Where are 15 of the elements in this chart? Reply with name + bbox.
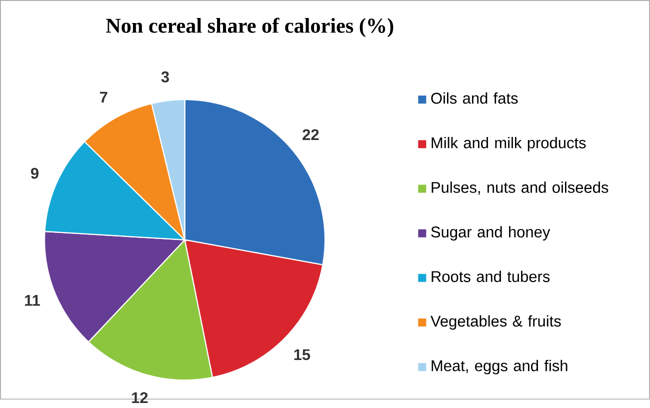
data-label: 9 (30, 168, 38, 179)
legend-label: Milk and milk products (432, 137, 586, 152)
legend-label: Vegetables & fruits (430, 315, 561, 330)
data-label: 7 (100, 92, 108, 103)
data-label: 22 (302, 129, 319, 140)
chart-title: Non cereal share of calories (%) (106, 18, 394, 38)
data-label: 15 (294, 349, 310, 360)
legend-label: Sugar and honey (431, 226, 550, 241)
legend-label: Pulses, nuts and oilseeds (432, 182, 608, 195)
legend-label: Oils and fats (431, 92, 518, 104)
legend-label: Meat, eggs and fish (432, 360, 568, 374)
data-label: 12 (132, 392, 148, 404)
data-label: 3 (161, 72, 169, 83)
data-label: 11 (25, 295, 40, 306)
legend-label: Roots and tubers (432, 270, 550, 282)
